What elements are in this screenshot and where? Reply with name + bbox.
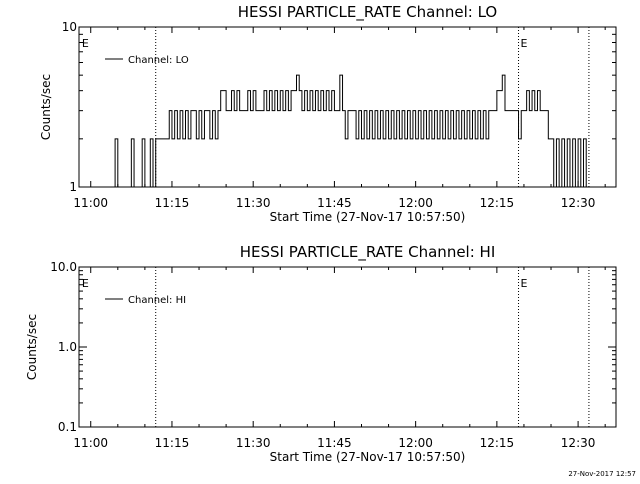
- y-tick-label: 10: [62, 20, 77, 34]
- y-tick-label: 0.1: [58, 420, 77, 434]
- x-tick-label: 11:30: [236, 196, 271, 210]
- y-tick-label: 1.0: [58, 340, 77, 354]
- x-tick-label: 11:45: [317, 196, 352, 210]
- x-tick-label: 12:00: [398, 436, 433, 450]
- flag-label: E: [82, 37, 89, 50]
- x-tick-label: 12:15: [480, 196, 515, 210]
- series-line: [112, 74, 587, 188]
- legend-label: Channel: HI: [128, 295, 186, 306]
- x-axis-label: Start Time (27-Nov-17 10:57:50): [270, 210, 466, 224]
- x-tick-label: 11:15: [155, 196, 190, 210]
- x-tick-label: 11:00: [73, 196, 108, 210]
- chart-title: HESSI PARTICLE_RATE Channel: LO: [238, 3, 497, 22]
- flag-label: E: [521, 277, 528, 290]
- y-axis-label: Counts/sec: [39, 74, 53, 140]
- chart-title: HESSI PARTICLE_RATE Channel: HI: [240, 243, 496, 262]
- legend-label: Channel: LO: [128, 55, 189, 66]
- x-tick-label: 12:30: [561, 436, 596, 450]
- flag-label: E: [521, 37, 528, 50]
- x-tick-label: 11:45: [317, 436, 352, 450]
- x-tick-label: 11:15: [155, 436, 190, 450]
- x-axis-label: Start Time (27-Nov-17 10:57:50): [270, 450, 466, 464]
- x-tick-label: 12:15: [480, 436, 515, 450]
- timestamp-stamp: 27-Nov-2017 12:57: [568, 470, 636, 478]
- plot-frame: [78, 26, 617, 188]
- x-tick-label: 12:00: [398, 196, 433, 210]
- y-tick-label: 10.0: [50, 260, 77, 274]
- panel-hi: HESSI PARTICLE_RATE Channel: HI 11:00 11:1…: [25, 243, 617, 464]
- x-tick-label: 12:30: [561, 196, 596, 210]
- plot-frame: [78, 266, 617, 428]
- y-axis-label: Counts/sec: [25, 314, 39, 380]
- y-tick-label: 1: [69, 180, 77, 194]
- x-tick-label: 11:30: [236, 436, 271, 450]
- flag-label: E: [82, 277, 89, 290]
- x-tick-label: 11:00: [73, 436, 108, 450]
- panel-lo: HESSI PARTICLE_RATE Channel: LO 11:00 11:1…: [39, 3, 617, 224]
